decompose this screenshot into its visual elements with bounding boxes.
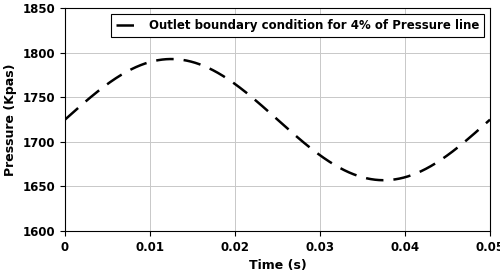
Line: Outlet boundary condition for 4% of Pressure line: Outlet boundary condition for 4% of Pres… [65, 59, 490, 180]
X-axis label: Time (s): Time (s) [248, 259, 306, 272]
Outlet boundary condition for 4% of Pressure line [269, 113, 275, 116]
Outlet boundary condition for 4% of Pressure line [487, 118, 493, 121]
Y-axis label: Pressure (Kpas): Pressure (Kpas) [4, 63, 17, 176]
Outlet boundary condition for 4% of Pressure line [258, 103, 264, 106]
Outlet boundary condition for 4% of Pressure line [62, 118, 68, 121]
Outlet boundary condition for 4% of Pressure line [84, 99, 89, 102]
Outlet boundary condition for 4% of Pressure line [397, 177, 403, 180]
Legend: Outlet boundary condition for 4% of Pressure line: Outlet boundary condition for 4% of Pres… [111, 14, 484, 37]
Outlet boundary condition for 4% of Pressure line [475, 129, 481, 132]
Outlet boundary condition for 4% of Pressure line [380, 178, 386, 182]
Outlet boundary condition for 4% of Pressure line [168, 57, 174, 61]
Outlet boundary condition for 4% of Pressure line [475, 129, 481, 132]
